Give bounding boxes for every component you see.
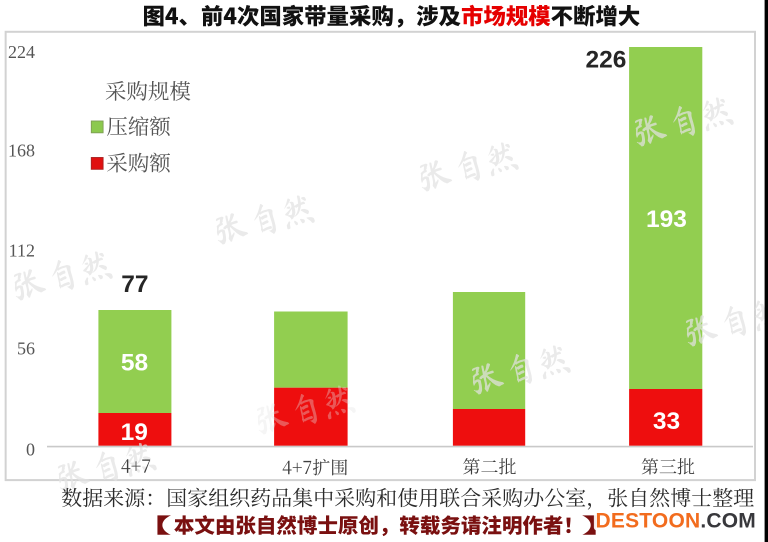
svg-text:77: 77 bbox=[121, 271, 148, 298]
svg-text:193: 193 bbox=[646, 206, 687, 233]
svg-text:19: 19 bbox=[121, 419, 148, 446]
svg-text:168: 168 bbox=[8, 140, 35, 160]
svg-text:DESTOON.COM: DESTOON.COM bbox=[596, 510, 757, 533]
svg-text:0: 0 bbox=[26, 440, 35, 460]
svg-text:DESTOON.COM: DESTOON.COM bbox=[596, 510, 757, 533]
svg-text:58: 58 bbox=[121, 349, 148, 376]
svg-text:112: 112 bbox=[9, 241, 35, 261]
svg-text:33: 33 bbox=[653, 408, 680, 435]
svg-text:224: 224 bbox=[8, 42, 35, 62]
svg-text:226: 226 bbox=[586, 47, 627, 74]
svg-text:56: 56 bbox=[17, 339, 35, 359]
